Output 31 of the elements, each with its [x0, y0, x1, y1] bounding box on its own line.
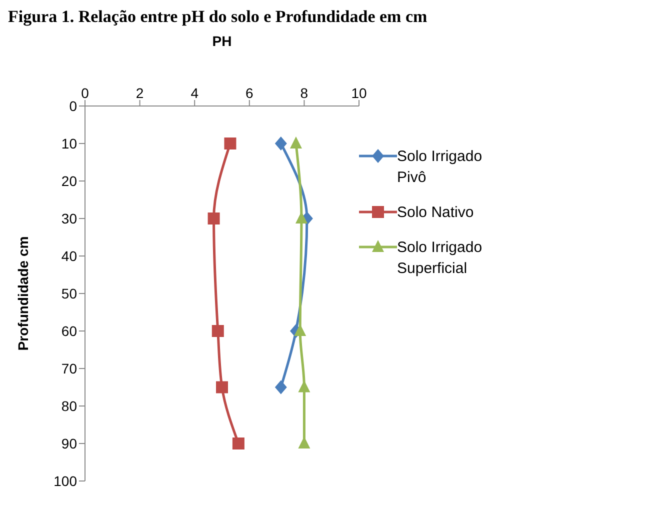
point [274, 380, 287, 394]
y-tick-label: 0 [69, 98, 78, 114]
point [212, 325, 224, 337]
x-tick-label: 2 [136, 85, 144, 101]
point [274, 136, 287, 150]
y-axis-title: Profundidade cm [14, 236, 31, 351]
x-tick-label: 10 [351, 85, 367, 101]
y-tick-label: 90 [61, 435, 78, 452]
y-tick-label: 60 [61, 322, 78, 339]
point [224, 138, 236, 150]
y-tick-label: 100 [54, 472, 78, 489]
point [208, 212, 220, 224]
x-tick-label: 6 [246, 85, 254, 101]
legend-label: Solo Nativo [397, 203, 474, 223]
y-tick-label: 70 [61, 360, 78, 376]
x-tick-label: 4 [190, 85, 199, 101]
y-tick-label: 50 [61, 285, 78, 302]
y-tick-label: 80 [61, 398, 78, 414]
legend-label: Solo Irrigado Superficial [397, 238, 484, 279]
legend-label: Solo Irrigado Pivô [397, 147, 484, 188]
x-axis-title: PH [212, 32, 232, 49]
point [232, 438, 244, 450]
point [290, 136, 302, 148]
x-tick-label: 8 [300, 85, 308, 101]
x-tick-label: 0 [81, 85, 90, 101]
point [216, 381, 228, 394]
y-tick-label: 30 [61, 210, 78, 226]
y-tick-label: 20 [61, 172, 78, 189]
y-tick-label: 40 [61, 248, 78, 264]
y-tick-label: 10 [61, 135, 78, 152]
chart-title: Figura 1. Relação entre pH do solo e Profundidade em cm [8, 7, 428, 26]
